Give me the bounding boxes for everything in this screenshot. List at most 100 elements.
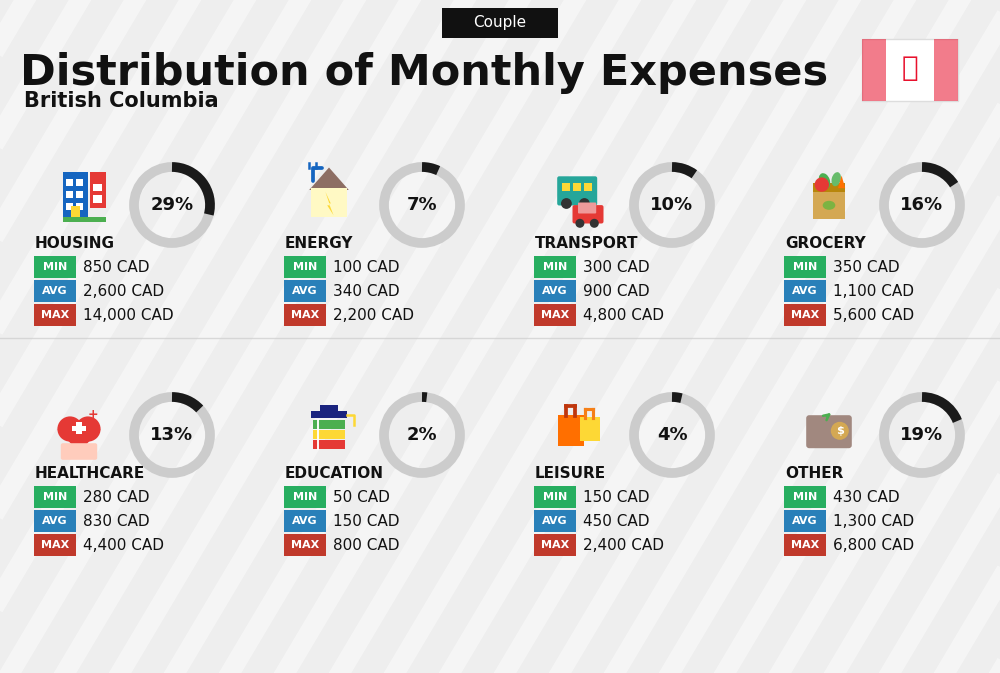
Text: 2,200 CAD: 2,200 CAD bbox=[333, 308, 414, 322]
Text: 350 CAD: 350 CAD bbox=[833, 260, 900, 275]
Text: 430 CAD: 430 CAD bbox=[833, 489, 900, 505]
Text: HEALTHCARE: HEALTHCARE bbox=[35, 466, 145, 481]
Text: $: $ bbox=[836, 426, 844, 436]
FancyBboxPatch shape bbox=[534, 304, 576, 326]
Text: AVG: AVG bbox=[542, 516, 568, 526]
FancyBboxPatch shape bbox=[311, 411, 347, 418]
FancyBboxPatch shape bbox=[784, 280, 826, 302]
Text: MIN: MIN bbox=[293, 492, 317, 502]
Text: 150 CAD: 150 CAD bbox=[583, 489, 650, 505]
FancyBboxPatch shape bbox=[284, 510, 326, 532]
FancyBboxPatch shape bbox=[72, 426, 86, 431]
Text: MIN: MIN bbox=[43, 262, 67, 272]
Text: MAX: MAX bbox=[791, 310, 819, 320]
Text: TRANSPORT: TRANSPORT bbox=[535, 236, 639, 250]
Text: Couple: Couple bbox=[473, 15, 527, 30]
Text: AVG: AVG bbox=[292, 516, 318, 526]
FancyBboxPatch shape bbox=[76, 203, 83, 210]
Text: British Columbia: British Columbia bbox=[24, 91, 219, 111]
Text: MAX: MAX bbox=[41, 540, 69, 550]
Text: 850 CAD: 850 CAD bbox=[83, 260, 150, 275]
FancyBboxPatch shape bbox=[76, 422, 82, 434]
Text: 29%: 29% bbox=[150, 196, 194, 214]
FancyBboxPatch shape bbox=[34, 280, 76, 302]
Text: MAX: MAX bbox=[791, 540, 819, 550]
FancyBboxPatch shape bbox=[34, 304, 76, 326]
Text: MAX: MAX bbox=[291, 310, 319, 320]
FancyBboxPatch shape bbox=[806, 415, 852, 448]
Text: 150 CAD: 150 CAD bbox=[333, 513, 400, 528]
FancyBboxPatch shape bbox=[784, 486, 826, 508]
Text: MAX: MAX bbox=[541, 310, 569, 320]
Text: 14,000 CAD: 14,000 CAD bbox=[83, 308, 174, 322]
Ellipse shape bbox=[819, 173, 830, 189]
FancyBboxPatch shape bbox=[93, 184, 102, 191]
Text: 4,800 CAD: 4,800 CAD bbox=[583, 308, 664, 322]
FancyBboxPatch shape bbox=[784, 304, 826, 326]
Text: ENERGY: ENERGY bbox=[285, 236, 354, 250]
FancyBboxPatch shape bbox=[934, 39, 958, 101]
FancyBboxPatch shape bbox=[90, 172, 106, 208]
FancyBboxPatch shape bbox=[784, 534, 826, 556]
Text: 4%: 4% bbox=[657, 426, 687, 444]
Text: 1,100 CAD: 1,100 CAD bbox=[833, 283, 914, 299]
FancyBboxPatch shape bbox=[584, 183, 592, 191]
FancyBboxPatch shape bbox=[61, 444, 97, 460]
Circle shape bbox=[75, 417, 101, 441]
Text: +: + bbox=[88, 408, 99, 421]
Polygon shape bbox=[325, 192, 334, 215]
FancyBboxPatch shape bbox=[313, 430, 345, 439]
Circle shape bbox=[575, 219, 584, 227]
FancyBboxPatch shape bbox=[572, 205, 604, 223]
FancyBboxPatch shape bbox=[71, 206, 80, 217]
FancyBboxPatch shape bbox=[34, 486, 76, 508]
Text: MIN: MIN bbox=[793, 492, 817, 502]
Polygon shape bbox=[838, 176, 845, 188]
Text: 280 CAD: 280 CAD bbox=[83, 489, 150, 505]
FancyBboxPatch shape bbox=[93, 195, 102, 203]
FancyBboxPatch shape bbox=[76, 191, 83, 198]
FancyBboxPatch shape bbox=[284, 256, 326, 278]
FancyBboxPatch shape bbox=[63, 172, 88, 217]
FancyBboxPatch shape bbox=[534, 486, 576, 508]
Text: MIN: MIN bbox=[793, 262, 817, 272]
Text: 450 CAD: 450 CAD bbox=[583, 513, 650, 528]
Text: 10%: 10% bbox=[650, 196, 694, 214]
Text: 830 CAD: 830 CAD bbox=[83, 513, 150, 528]
FancyBboxPatch shape bbox=[284, 280, 326, 302]
Text: GROCERY: GROCERY bbox=[785, 236, 866, 250]
FancyBboxPatch shape bbox=[862, 39, 958, 101]
Text: 50 CAD: 50 CAD bbox=[333, 489, 390, 505]
FancyBboxPatch shape bbox=[66, 191, 73, 198]
Circle shape bbox=[579, 198, 590, 209]
Text: MIN: MIN bbox=[293, 262, 317, 272]
Text: 340 CAD: 340 CAD bbox=[333, 283, 400, 299]
Text: 800 CAD: 800 CAD bbox=[333, 538, 400, 553]
FancyBboxPatch shape bbox=[442, 8, 558, 38]
Circle shape bbox=[590, 219, 599, 227]
Text: 900 CAD: 900 CAD bbox=[583, 283, 650, 299]
FancyBboxPatch shape bbox=[813, 183, 845, 192]
FancyBboxPatch shape bbox=[784, 510, 826, 532]
FancyBboxPatch shape bbox=[534, 280, 576, 302]
FancyBboxPatch shape bbox=[76, 179, 83, 186]
FancyBboxPatch shape bbox=[320, 404, 338, 411]
Circle shape bbox=[815, 178, 829, 192]
FancyBboxPatch shape bbox=[34, 534, 76, 556]
Text: AVG: AVG bbox=[792, 516, 818, 526]
FancyBboxPatch shape bbox=[284, 304, 326, 326]
Ellipse shape bbox=[831, 172, 841, 186]
Text: MAX: MAX bbox=[541, 540, 569, 550]
FancyBboxPatch shape bbox=[534, 510, 576, 532]
Text: 300 CAD: 300 CAD bbox=[583, 260, 650, 275]
FancyBboxPatch shape bbox=[534, 256, 576, 278]
FancyBboxPatch shape bbox=[311, 188, 347, 217]
FancyBboxPatch shape bbox=[578, 203, 596, 213]
Text: 2%: 2% bbox=[407, 426, 437, 444]
FancyBboxPatch shape bbox=[66, 179, 73, 186]
FancyBboxPatch shape bbox=[784, 256, 826, 278]
Text: 13%: 13% bbox=[150, 426, 194, 444]
FancyBboxPatch shape bbox=[813, 183, 845, 219]
Circle shape bbox=[831, 422, 849, 439]
FancyBboxPatch shape bbox=[66, 203, 73, 210]
